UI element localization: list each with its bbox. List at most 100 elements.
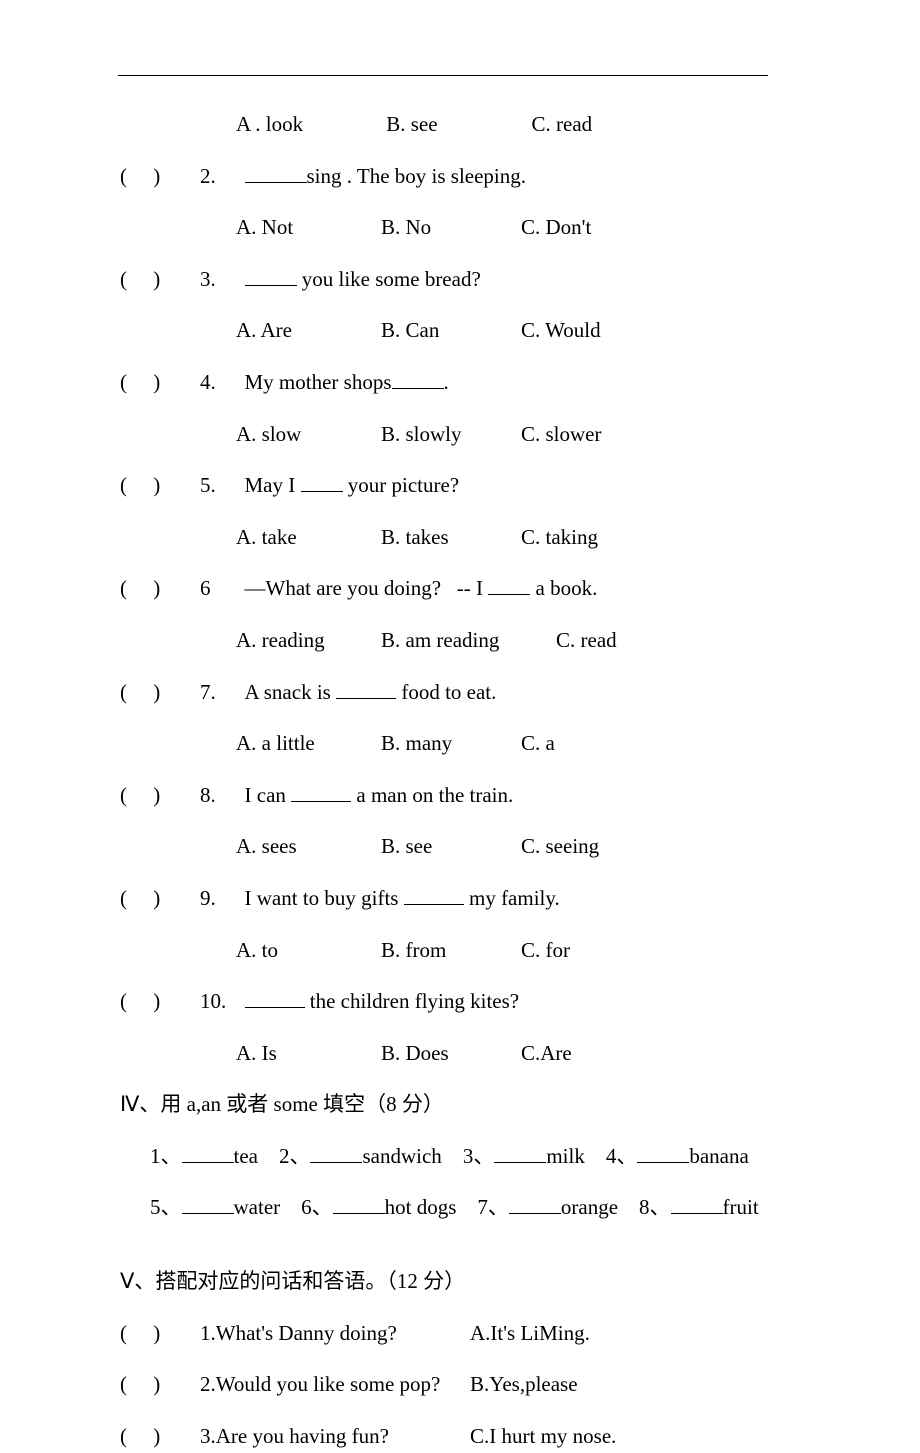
option-b: B. slowly (381, 418, 521, 452)
fill-blank[interactable] (404, 884, 464, 905)
fill-blank[interactable] (245, 162, 307, 183)
question-text-before: A snack is (245, 680, 337, 704)
fill-blank[interactable] (494, 1142, 546, 1163)
fill-blank[interactable] (245, 265, 297, 286)
question-row: ( )10. the children flying kites? (110, 985, 810, 1019)
option-c: C. for (521, 934, 570, 968)
option-c: C. taking (521, 521, 598, 555)
fill-blank[interactable] (245, 987, 305, 1008)
fill-blank[interactable] (291, 781, 351, 802)
answer-paren[interactable]: ( ) (120, 160, 200, 194)
question-row: ( )5. May I your picture? (110, 469, 810, 503)
question-number: 10. (200, 985, 234, 1019)
question-options: A. toB. fromC. for (110, 934, 810, 968)
answer-paren[interactable]: ( ) (120, 366, 200, 400)
question-number: 4. (200, 366, 234, 400)
fill-word: tea (234, 1144, 258, 1168)
fill-word: water (234, 1195, 281, 1219)
page-header-rule (118, 75, 768, 76)
option-c: C. read (532, 108, 593, 142)
question-options: A. IsB. DoesC.Are (110, 1037, 810, 1071)
match-question-text: What's Danny doing? (216, 1321, 397, 1345)
question-number: 3. (200, 263, 234, 297)
question-row: ( )9. I want to buy gifts my family. (110, 882, 810, 916)
answer-paren[interactable]: ( ) (120, 676, 200, 710)
answer-paren[interactable]: ( ) (120, 882, 200, 916)
fill-blank[interactable] (671, 1193, 723, 1214)
match-question: ( )2.Would you like some pop? (120, 1368, 470, 1402)
question-number: 8. (200, 779, 234, 813)
section-4-header: Ⅳ、用 a,an 或者 some 填空（8 分） (110, 1088, 810, 1122)
option-b: B. am reading (381, 624, 556, 658)
fill-word: banana (689, 1144, 748, 1168)
fill-blank[interactable] (637, 1142, 689, 1163)
fill-word: hot dogs (385, 1195, 457, 1219)
fill-number: 8、 (639, 1195, 671, 1219)
question-number: 7. (200, 676, 234, 710)
question-number: 2. (200, 160, 234, 194)
question-1-options: A . look B. see C. read (110, 108, 810, 142)
question-text-after: . (444, 370, 449, 394)
question-text-before: —What are you doing? -- I (245, 576, 489, 600)
question-options: A. a littleB. manyC. a (110, 727, 810, 761)
answer-paren[interactable]: ( ) (120, 779, 200, 813)
answer-paren[interactable]: ( ) (120, 1420, 200, 1453)
option-c: C. a (521, 727, 555, 761)
match-row: ( )2.Would you like some pop?B.Yes,pleas… (110, 1368, 810, 1402)
question-row: ( )6 —What are you doing? -- I a book. (110, 572, 810, 606)
fill-blank[interactable] (336, 678, 396, 699)
option-b: B. No (381, 211, 521, 245)
option-a: A. a little (236, 727, 381, 761)
question-text-after: the children flying kites? (305, 989, 520, 1013)
option-b: B. from (381, 934, 521, 968)
option-b: B. takes (381, 521, 521, 555)
match-row: ( )1.What's Danny doing?A.It's LiMing. (110, 1317, 810, 1351)
answer-paren[interactable]: ( ) (120, 572, 200, 606)
fill-blank[interactable] (310, 1142, 362, 1163)
option-a: A. reading (236, 624, 381, 658)
fill-number: 1、 (150, 1144, 182, 1168)
answer-paren[interactable]: ( ) (120, 1368, 200, 1402)
answer-paren[interactable]: ( ) (120, 263, 200, 297)
question-text-before: I can (245, 783, 292, 807)
option-b: B. many (381, 727, 521, 761)
question-text-before: May I (245, 473, 301, 497)
fill-blank[interactable] (182, 1193, 234, 1214)
option-a: A. to (236, 934, 381, 968)
answer-paren[interactable]: ( ) (120, 469, 200, 503)
fill-blank[interactable] (182, 1142, 234, 1163)
fill-number: 6、 (301, 1195, 333, 1219)
answer-paren[interactable]: ( ) (120, 985, 200, 1019)
fill-blank[interactable] (509, 1193, 561, 1214)
option-c: C.Are (521, 1037, 572, 1071)
match-question: ( )1.What's Danny doing? (120, 1317, 470, 1351)
option-b: B. see (381, 830, 521, 864)
fill-number: 3、 (463, 1144, 495, 1168)
answer-paren[interactable]: ( ) (120, 1317, 200, 1351)
option-a: A. slow (236, 418, 381, 452)
question-options: A. readingB. am readingC. read (110, 624, 810, 658)
question-options: A. AreB. CanC. Would (110, 314, 810, 348)
option-a: A. take (236, 521, 381, 555)
match-answer: C.I hurt my nose. (470, 1420, 810, 1453)
question-text-after: you like some bread? (297, 267, 481, 291)
section-5-header: Ⅴ、搭配对应的问话和答语。（12 分） (110, 1265, 810, 1299)
fill-row-2: 5、water 6、hot dogs 7、orange 8、fruit (110, 1191, 810, 1225)
fill-blank[interactable] (333, 1193, 385, 1214)
option-a: A. sees (236, 830, 381, 864)
match-question: ( )3.Are you having fun? (120, 1420, 470, 1453)
question-options: A. slowB. slowlyC. slower (110, 418, 810, 452)
option-b: B. see (386, 108, 526, 142)
question-number: 9. (200, 882, 234, 916)
fill-blank[interactable] (488, 574, 530, 595)
question-row: ( )8. I can a man on the train. (110, 779, 810, 813)
match-number: 1. (200, 1321, 216, 1345)
option-c: C. slower (521, 418, 602, 452)
fill-blank[interactable] (392, 368, 444, 389)
match-number: 3. (200, 1424, 216, 1448)
fill-word: orange (561, 1195, 618, 1219)
option-c: C. seeing (521, 830, 599, 864)
fill-number: 4、 (606, 1144, 638, 1168)
fill-blank[interactable] (301, 471, 343, 492)
question-number: 5. (200, 469, 234, 503)
